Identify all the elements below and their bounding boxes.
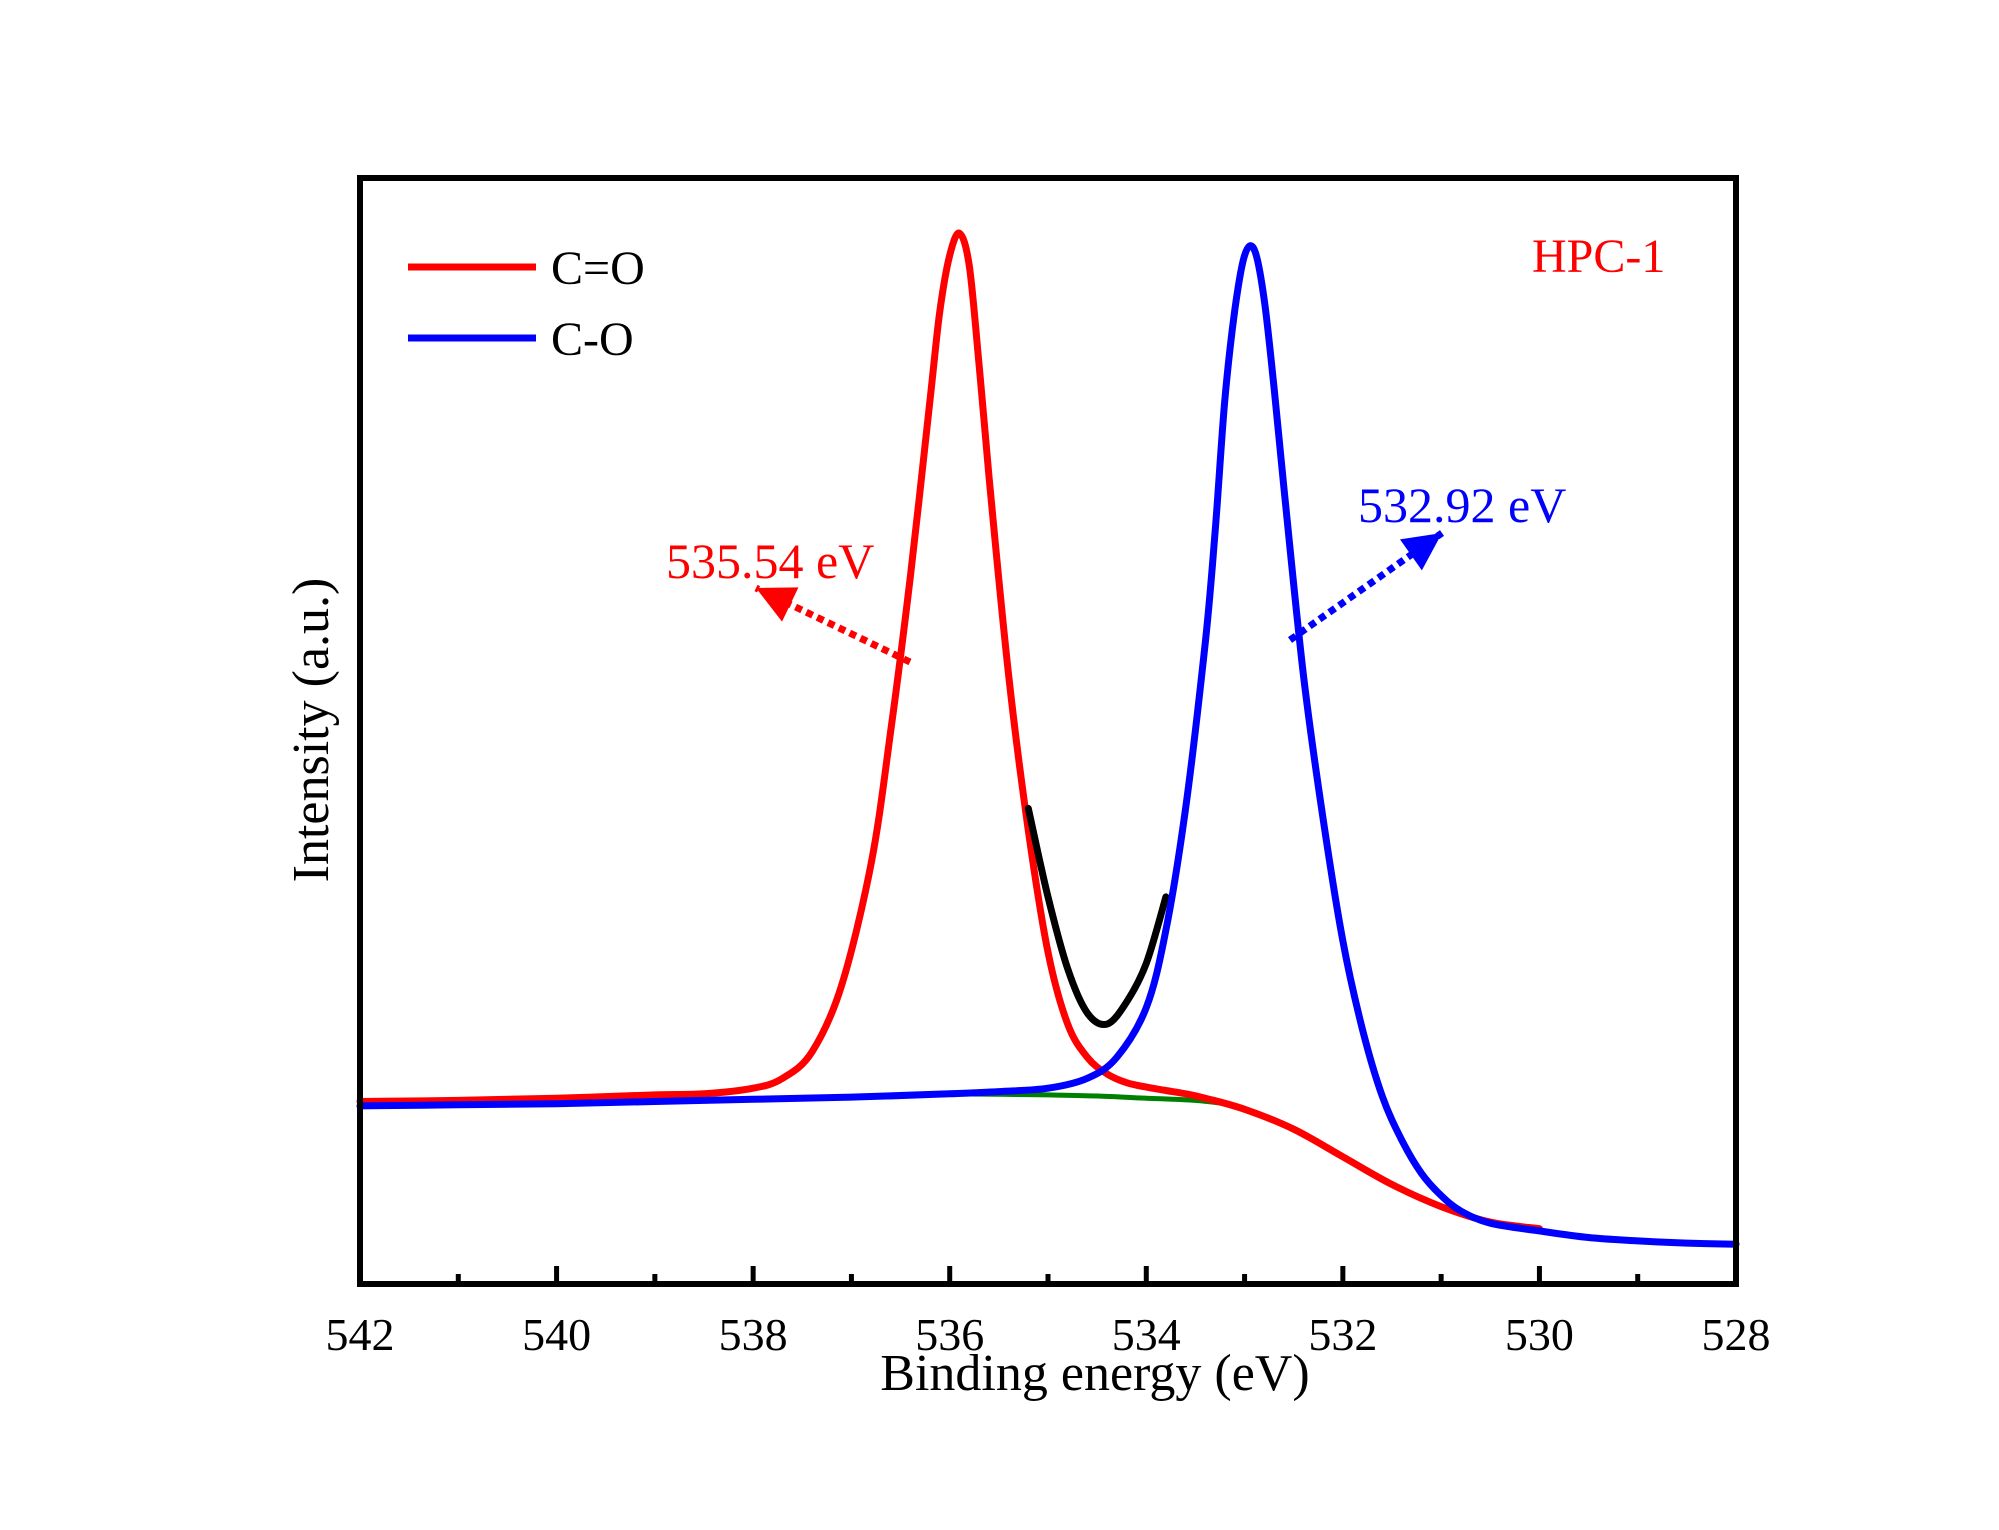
x-tick-label: 540 [522, 1309, 591, 1360]
annotation-label-c-double-o: 535.54 eV [666, 533, 874, 589]
annotation-arrow-c-single-o-shaft [1287, 530, 1445, 643]
legend-label-c-double-o: C=O [551, 242, 645, 295]
annotation-arrow-c-double-o-shaft [754, 584, 912, 666]
series-line-envelope [1024, 804, 1170, 1029]
annotation-arrow-c-double-o-head [756, 587, 799, 622]
x-tick-label: 532 [1308, 1309, 1377, 1360]
legend-label-c-single-o: C-O [551, 313, 634, 366]
x-axis-label: Binding energy (eV) [880, 1345, 1309, 1402]
y-axis-label: Intensity (a.u.) [283, 578, 340, 883]
series-layer [356, 229, 1740, 1248]
x-tick-label: 536 [915, 1309, 984, 1360]
series-line-c-double-o [356, 229, 1543, 1233]
annotation-layer: 535.54 eV 532.92 eV [666, 477, 1566, 666]
x-tick-label: 538 [719, 1309, 788, 1360]
x-tick-label: 530 [1505, 1309, 1574, 1360]
annotation-arrow-c-single-o [1287, 530, 1445, 643]
sample-label: HPC-1 [1532, 230, 1665, 283]
annotation-label-c-single-o: 532.92 eV [1358, 477, 1566, 533]
legend: C=O C-O [408, 242, 645, 366]
annotation-arrow-c-double-o [754, 584, 912, 666]
x-ticks: 542 540 538 536 534 532 530 528 [326, 1266, 1771, 1360]
x-tick-label: 542 [326, 1309, 395, 1360]
series-line-c-single-o [356, 242, 1740, 1248]
x-tick-label: 528 [1702, 1309, 1771, 1360]
annotation-arrow-c-single-o-head [1399, 533, 1442, 571]
x-tick-label: 534 [1112, 1309, 1181, 1360]
